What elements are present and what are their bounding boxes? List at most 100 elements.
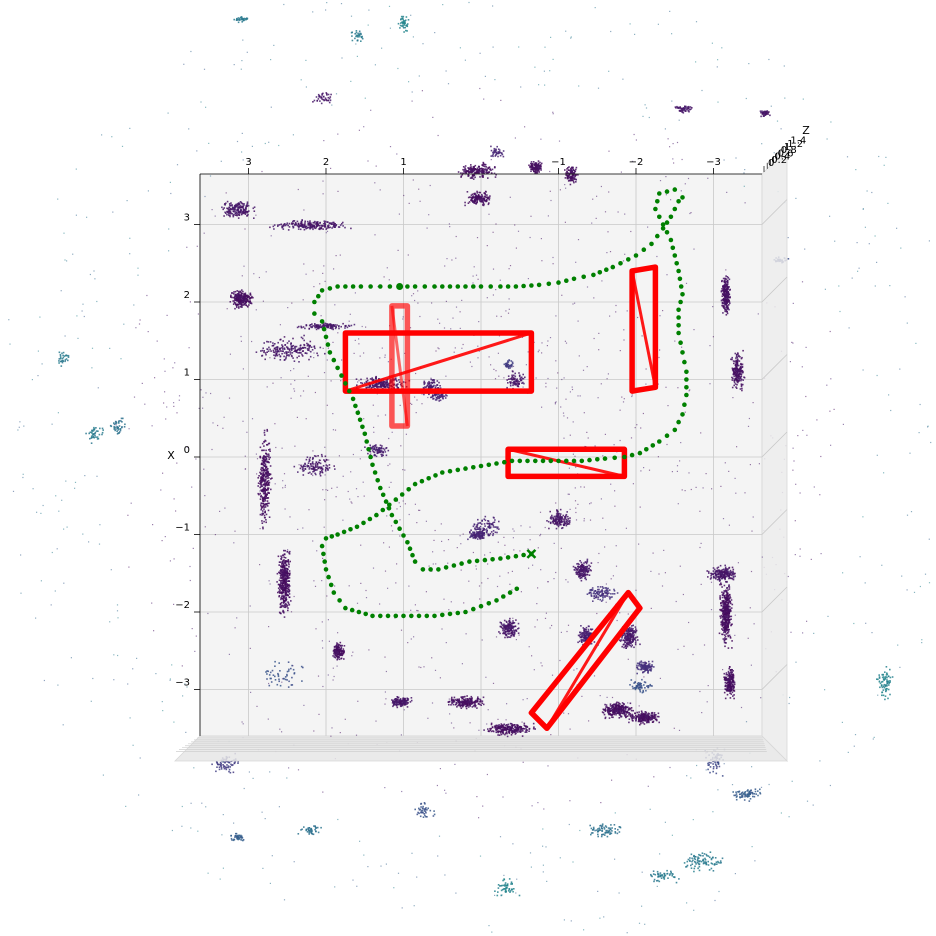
cloud-point — [322, 791, 324, 793]
cloud-point — [262, 498, 265, 500]
cloud-point — [701, 89, 703, 92]
cloud-point — [871, 632, 873, 634]
cloud-point — [247, 204, 250, 207]
cloud-point — [147, 331, 149, 333]
cloud-point — [466, 191, 469, 193]
cloud-point — [350, 15, 353, 17]
cloud-point — [727, 299, 730, 302]
cloud-point — [505, 887, 507, 889]
cloud-point — [238, 293, 240, 296]
cloud-point — [397, 22, 400, 25]
cloud-point — [476, 198, 479, 201]
cloud-point — [534, 168, 537, 170]
cloud-point — [464, 165, 467, 167]
cloud-point — [267, 509, 270, 512]
cloud-point — [57, 412, 59, 414]
cloud-point — [224, 765, 226, 768]
cloud-point — [886, 673, 889, 676]
cloud-point — [310, 832, 312, 834]
cloud-point — [697, 862, 700, 865]
cloud-point — [722, 575, 724, 577]
cloud-point — [589, 824, 591, 827]
cloud-point — [444, 789, 446, 791]
cloud-point — [712, 763, 714, 765]
cloud-point — [367, 24, 369, 26]
cloud-point — [406, 24, 408, 26]
cloud-point — [717, 566, 720, 569]
cloud-point — [479, 855, 482, 857]
cloud-point — [506, 887, 508, 889]
cloud-point — [726, 571, 729, 573]
cloud-point — [72, 253, 74, 255]
cloud-point — [741, 795, 744, 797]
cloud-point — [726, 292, 729, 294]
cloud-point — [273, 354, 275, 356]
cloud-point — [169, 181, 171, 183]
cloud-point — [294, 222, 297, 224]
cloud-point — [229, 214, 231, 217]
cloud-point — [497, 155, 499, 158]
cloud-point — [470, 167, 473, 170]
cloud-point — [480, 201, 483, 203]
cloud-point — [734, 794, 737, 797]
cloud-point — [399, 24, 402, 27]
cloud-point — [495, 174, 497, 176]
cloud-point — [725, 293, 728, 295]
cloud-point — [281, 583, 284, 585]
cloud-point — [740, 357, 743, 360]
cloud-point — [493, 172, 496, 175]
cloud-point — [533, 164, 535, 166]
cloud-point — [472, 175, 474, 178]
cloud-point — [238, 206, 241, 209]
cloud-point — [235, 293, 237, 296]
cloud-point — [262, 867, 264, 869]
cloud-point — [880, 681, 883, 683]
cloud-point — [726, 568, 729, 570]
cloud-point — [422, 808, 424, 810]
cloud-point — [337, 818, 339, 821]
cloud-point — [352, 879, 354, 881]
cloud-point — [858, 267, 860, 269]
cloud-point — [868, 243, 870, 245]
cloud-point — [236, 212, 239, 214]
cloud-point — [260, 472, 262, 475]
cloud-point — [730, 574, 733, 577]
cloud-point — [726, 291, 729, 293]
cloud-point — [713, 568, 716, 571]
cloud-point — [233, 64, 235, 66]
cloud-point — [611, 830, 613, 832]
cloud-point — [888, 682, 890, 684]
cloud-point — [546, 880, 548, 882]
cloud-point — [654, 873, 657, 876]
cloud-point — [359, 32, 362, 35]
cloud-point — [240, 305, 242, 308]
cloud-point — [402, 15, 405, 18]
cloud-point — [319, 100, 321, 102]
cloud-point — [469, 196, 471, 198]
cloud-point — [410, 14, 412, 16]
cloud-point — [294, 349, 297, 352]
cloud-point — [173, 721, 175, 723]
cloud-point — [318, 228, 320, 230]
cloud-point — [249, 301, 252, 304]
cloud-point — [146, 294, 148, 297]
cloud-point — [419, 808, 422, 811]
cloud-point — [716, 571, 719, 573]
cloud-point — [686, 860, 689, 863]
cloud-point — [366, 379, 369, 382]
cloud-point — [229, 204, 232, 207]
cloud-point — [303, 344, 306, 347]
cloud-point — [657, 875, 660, 877]
cloud-point — [723, 297, 725, 300]
cloud-point — [479, 191, 482, 194]
cloud-point — [710, 575, 712, 577]
cloud-point — [62, 351, 65, 354]
cloud-point — [198, 407, 200, 409]
cloud-point — [671, 873, 673, 875]
cloud-point — [283, 347, 286, 349]
cloud-point — [842, 423, 844, 425]
cloud-point — [740, 378, 743, 381]
cloud-point — [20, 554, 22, 556]
cloud-point — [780, 128, 782, 130]
cloud-point — [358, 30, 361, 33]
